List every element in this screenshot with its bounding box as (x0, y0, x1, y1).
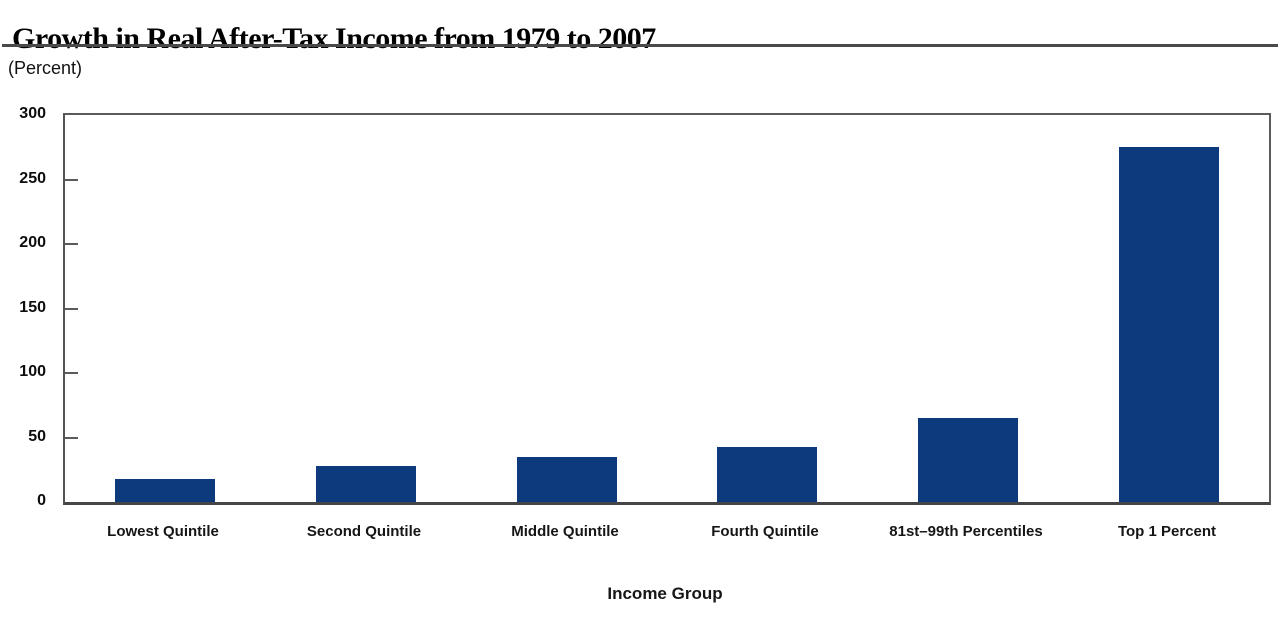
y-tick-label-300: 300 (19, 105, 46, 122)
y-tick-mark-150 (65, 308, 78, 310)
title-underline-rule (2, 44, 1278, 47)
x-tick-label-0: Lowest Quintile (107, 523, 219, 540)
y-tick-label-50: 50 (28, 428, 46, 445)
y-tick-label-0: 0 (37, 492, 46, 509)
y-tick-mark-50 (65, 437, 78, 439)
y-tick-label-200: 200 (19, 234, 46, 251)
x-tick-label-4: 81st–99th Percentiles (889, 523, 1043, 540)
y-tick-mark-100 (65, 372, 78, 374)
bar-5 (1119, 147, 1219, 502)
y-tick-label-250: 250 (19, 170, 46, 187)
y-axis-unit-label: (Percent) (8, 58, 83, 78)
y-tick-label-100: 100 (19, 363, 46, 380)
x-tick-label-1: Second Quintile (306, 523, 422, 540)
y-tick-label-150: 150 (19, 299, 46, 316)
bar-0 (115, 479, 215, 502)
y-tick-mark-250 (65, 179, 78, 181)
x-tick-label-3: Fourth Quintile (711, 523, 819, 540)
bar-4 (918, 418, 1018, 502)
y-tick-mark-200 (65, 243, 78, 245)
x-axis-title: Income Group (607, 584, 723, 603)
x-tick-label-2: Middle Quintile (511, 523, 619, 540)
bar-3 (717, 447, 817, 502)
x-tick-label-5: Top 1 Percent (1117, 523, 1217, 540)
chart-title: Growth in Real After-Tax Income from 197… (12, 22, 656, 56)
bar-2 (517, 457, 617, 502)
bar-1 (316, 466, 416, 502)
plot-area (63, 113, 1271, 505)
